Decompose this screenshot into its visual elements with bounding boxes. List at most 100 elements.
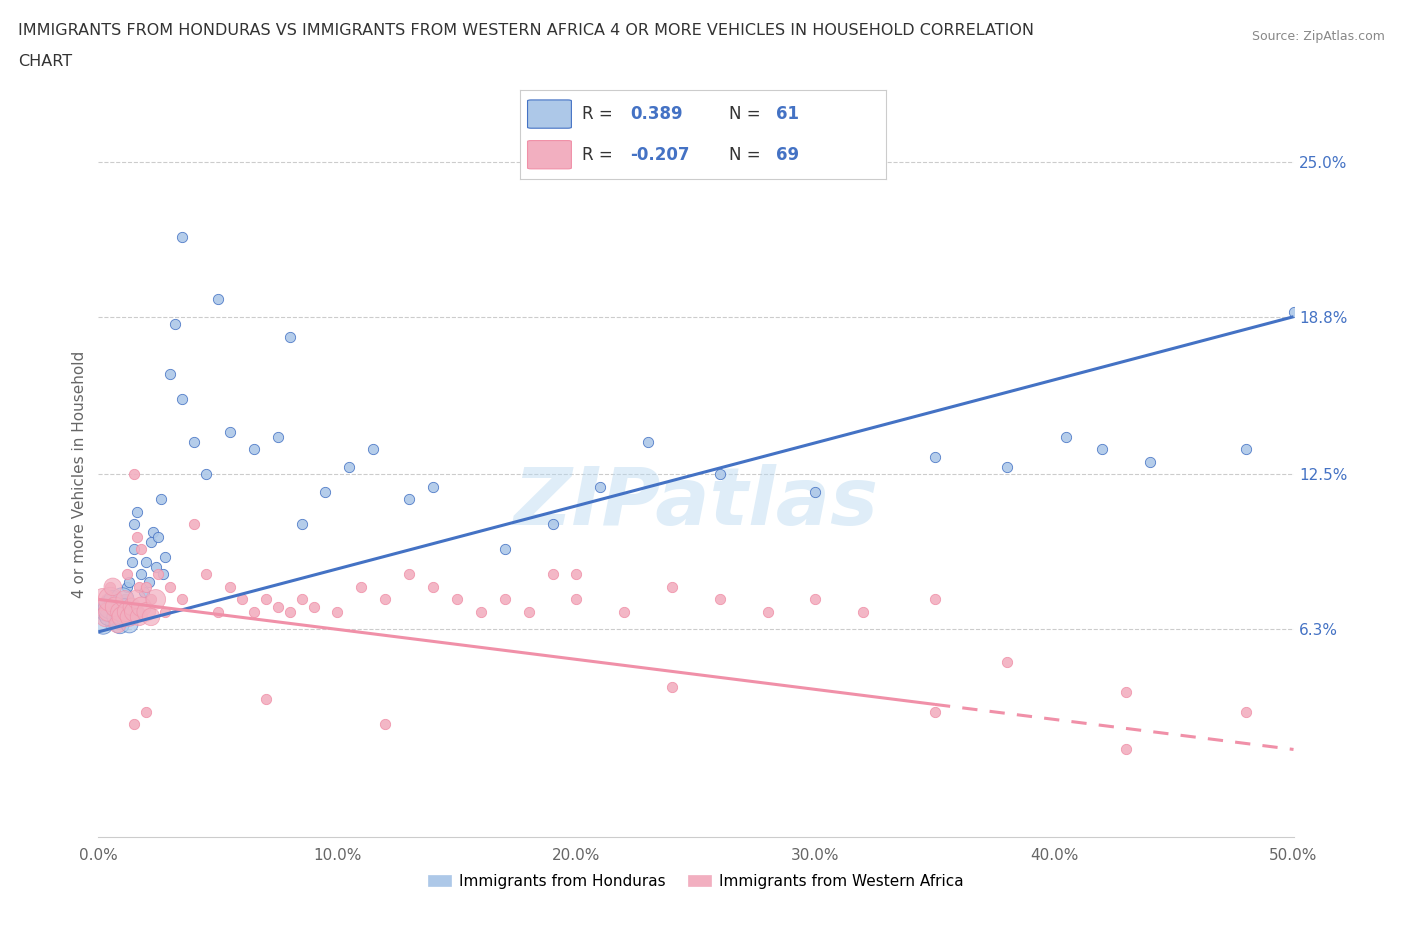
Point	[315, 485, 337, 499]
Point	[637, 434, 659, 449]
Point	[104, 604, 127, 619]
Point	[267, 430, 290, 445]
Point	[924, 705, 946, 720]
Text: N =: N =	[728, 105, 761, 123]
Point	[155, 604, 177, 619]
Point	[101, 591, 124, 606]
Point	[541, 567, 564, 582]
Point	[804, 485, 827, 499]
Text: CHART: CHART	[18, 54, 72, 69]
Point	[152, 567, 174, 582]
Point	[107, 604, 129, 619]
Point	[121, 609, 143, 624]
Point	[1234, 705, 1257, 720]
Point	[254, 692, 277, 707]
Point	[709, 467, 731, 482]
Point	[1234, 442, 1257, 457]
Point	[94, 604, 117, 619]
Point	[155, 550, 177, 565]
Point	[267, 600, 290, 615]
Point	[302, 600, 325, 615]
Point	[1282, 304, 1305, 319]
Text: N =: N =	[728, 146, 761, 164]
Point	[142, 525, 165, 539]
Point	[107, 617, 129, 631]
Point	[1115, 742, 1137, 757]
Point	[98, 591, 122, 606]
Point	[128, 604, 150, 619]
Point	[195, 467, 218, 482]
Point	[124, 542, 146, 557]
Point	[115, 604, 138, 619]
Point	[207, 604, 229, 619]
Point	[924, 449, 946, 464]
Point	[111, 600, 134, 615]
Point	[104, 604, 127, 619]
Point	[124, 604, 146, 619]
Point	[219, 579, 242, 594]
Point	[111, 604, 134, 619]
Point	[121, 600, 143, 615]
Point	[661, 579, 683, 594]
Y-axis label: 4 or more Vehicles in Household: 4 or more Vehicles in Household	[72, 351, 87, 598]
Point	[422, 479, 444, 494]
Point	[108, 617, 131, 631]
Point	[131, 600, 153, 615]
Point	[118, 575, 141, 590]
Point	[350, 579, 373, 594]
Point	[565, 567, 588, 582]
Point	[804, 591, 827, 606]
Point	[172, 229, 194, 244]
Point	[145, 591, 167, 606]
Point	[135, 554, 157, 569]
Point	[374, 591, 396, 606]
Point	[124, 467, 146, 482]
Text: ZIPatlas: ZIPatlas	[513, 464, 879, 542]
Point	[291, 591, 314, 606]
Point	[326, 604, 349, 619]
Point	[494, 542, 516, 557]
Point	[470, 604, 492, 619]
Point	[101, 579, 124, 594]
Point	[118, 609, 141, 624]
Point	[207, 292, 229, 307]
Point	[124, 517, 146, 532]
Point	[183, 434, 205, 449]
Point	[1115, 684, 1137, 699]
Point	[114, 591, 136, 606]
Point	[243, 604, 266, 619]
Point	[163, 317, 186, 332]
Point	[124, 717, 146, 732]
Point	[121, 554, 143, 569]
Point	[231, 591, 253, 606]
Point	[111, 609, 134, 624]
Point	[494, 591, 516, 606]
Point	[172, 591, 194, 606]
Point	[98, 617, 122, 631]
Point	[398, 567, 420, 582]
Point	[91, 591, 114, 606]
Point	[278, 329, 301, 344]
Point	[114, 591, 136, 606]
Point	[125, 529, 148, 544]
Point	[135, 579, 157, 594]
Point	[125, 591, 148, 606]
Point	[852, 604, 875, 619]
Point	[139, 609, 162, 624]
Point	[1139, 455, 1161, 470]
Point	[115, 567, 138, 582]
Point	[94, 609, 117, 624]
Point	[139, 591, 162, 606]
Point	[98, 600, 122, 615]
Point	[114, 600, 136, 615]
Point	[159, 366, 181, 381]
Text: 69: 69	[776, 146, 799, 164]
Point	[115, 604, 138, 619]
Point	[159, 579, 181, 594]
Point	[172, 392, 194, 406]
Point	[243, 442, 266, 457]
Point	[661, 680, 683, 695]
Point	[135, 705, 157, 720]
Point	[115, 579, 138, 594]
Point	[139, 535, 162, 550]
